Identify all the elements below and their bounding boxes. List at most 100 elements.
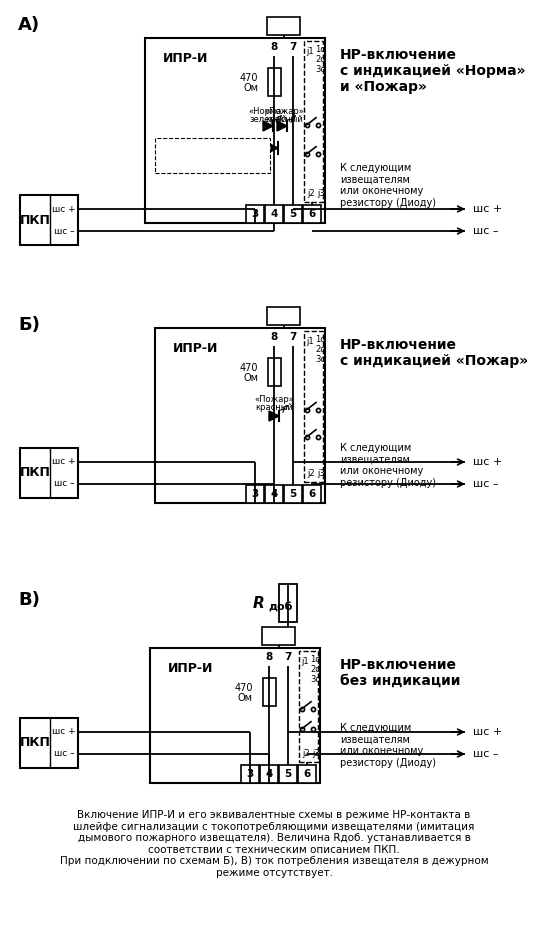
Text: 2o: 2o (315, 345, 326, 353)
Text: ИПР-И: ИПР-И (168, 662, 213, 675)
Bar (262, 627, 295, 645)
Text: шс –: шс – (473, 749, 499, 759)
Text: 7: 7 (289, 332, 296, 342)
Text: 4: 4 (270, 209, 278, 219)
Text: 3: 3 (252, 209, 259, 219)
Bar (267, 307, 300, 325)
Text: НР-включение
без индикации: НР-включение без индикации (340, 658, 460, 688)
Text: j2: j2 (302, 749, 310, 759)
Bar (279, 648, 297, 666)
Bar (279, 765, 297, 783)
Polygon shape (277, 121, 287, 131)
Bar (284, 38, 302, 56)
Bar (298, 765, 316, 783)
Text: «Пожар»: «Пожар» (254, 395, 294, 404)
Text: 470: 470 (239, 73, 258, 83)
Text: шс –: шс – (473, 479, 499, 489)
Text: Ом: Ом (238, 693, 253, 703)
Bar (265, 485, 283, 503)
Polygon shape (266, 142, 278, 154)
Bar (20, 718, 78, 768)
Text: НР-включение
с индикацией «Пожар»: НР-включение с индикацией «Пожар» (340, 338, 528, 368)
Text: красный: красный (255, 404, 293, 413)
Text: доб: доб (268, 602, 293, 612)
Text: 8: 8 (270, 42, 278, 52)
Text: R: R (253, 596, 265, 610)
Text: шс –: шс – (473, 226, 499, 236)
Text: 5: 5 (289, 489, 296, 499)
Bar (303, 485, 321, 503)
Text: 7: 7 (289, 42, 296, 52)
Text: Б): Б) (18, 316, 40, 334)
Text: Ом: Ом (243, 83, 258, 93)
Text: шс –: шс – (54, 749, 75, 759)
Text: j3: j3 (312, 749, 319, 759)
Text: 2o: 2o (315, 54, 326, 63)
Text: 3o: 3o (315, 354, 326, 363)
Text: 1o: 1o (315, 45, 326, 53)
Text: К следующим
извещателям
или оконечному
резистору (Диоду): К следующим извещателям или оконечному р… (340, 723, 436, 768)
Text: j1: j1 (306, 48, 313, 57)
Text: j1: j1 (306, 337, 313, 347)
Bar (150, 648, 320, 783)
Text: К следующим
извещателям
или оконечному
резистору (Диоду): К следующим извещателям или оконечному р… (340, 163, 436, 208)
Text: 5: 5 (284, 769, 292, 779)
Bar (241, 765, 259, 783)
Text: ИПР-И: ИПР-И (173, 341, 218, 354)
Text: ПКП: ПКП (20, 213, 50, 226)
Text: 6: 6 (309, 209, 316, 219)
Bar (265, 205, 283, 223)
Bar (246, 205, 264, 223)
Bar (304, 331, 323, 482)
Bar (299, 651, 318, 762)
Text: j2: j2 (307, 189, 315, 199)
Text: 1o: 1o (310, 654, 321, 664)
Text: шс +: шс + (52, 728, 76, 736)
Bar (267, 68, 281, 96)
Text: 470: 470 (235, 683, 253, 693)
Text: шс +: шс + (473, 457, 503, 467)
Text: 4: 4 (270, 489, 278, 499)
Text: j3: j3 (317, 470, 325, 478)
Text: «Норма»: «Норма» (249, 106, 287, 116)
Bar (155, 328, 325, 503)
Bar (267, 17, 300, 35)
Bar (262, 678, 276, 706)
Text: «Пожар»: «Пожар» (264, 106, 304, 116)
Text: В): В) (18, 591, 40, 609)
Text: 470: 470 (239, 363, 258, 373)
Bar (265, 328, 283, 346)
Text: красный: красный (265, 115, 303, 124)
Bar (284, 485, 302, 503)
Text: 8: 8 (270, 332, 278, 342)
Text: 4: 4 (265, 769, 273, 779)
Polygon shape (269, 411, 279, 421)
Text: А): А) (18, 16, 40, 34)
Text: шс –: шс – (54, 226, 75, 236)
Text: 3o: 3o (310, 675, 321, 683)
Text: ПКП: ПКП (20, 467, 50, 479)
Text: 2o: 2o (310, 665, 321, 674)
Text: 5: 5 (289, 209, 296, 219)
Bar (260, 765, 278, 783)
Text: шс +: шс + (52, 458, 76, 467)
Bar (284, 205, 302, 223)
Text: шс –: шс – (54, 479, 75, 488)
Bar (20, 448, 78, 498)
Bar (246, 485, 264, 503)
Text: 3o: 3o (315, 64, 326, 74)
Bar (260, 648, 278, 666)
Bar (20, 195, 78, 245)
Text: 3: 3 (247, 769, 254, 779)
Text: 8: 8 (265, 652, 272, 662)
Text: 6: 6 (304, 769, 311, 779)
Text: зеленый: зеленый (249, 115, 287, 124)
Text: шс +: шс + (473, 204, 503, 214)
Text: 1o: 1o (315, 335, 326, 344)
Bar (304, 41, 323, 202)
Text: 3: 3 (252, 489, 259, 499)
Polygon shape (263, 121, 273, 131)
Text: К следующим
извещателям
или оконечному
резистору (Диоду): К следующим извещателям или оконечному р… (340, 443, 436, 487)
Text: шс +: шс + (52, 204, 76, 213)
Bar (145, 38, 325, 223)
